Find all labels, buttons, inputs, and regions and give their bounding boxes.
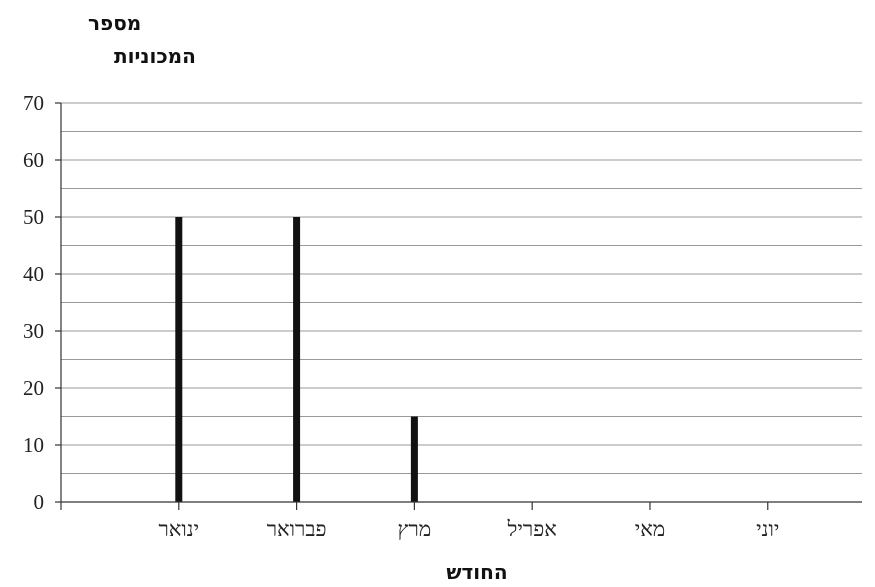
y-tick-label: 60 [23, 148, 44, 172]
bar-0 [175, 217, 183, 502]
bar-1 [293, 217, 301, 502]
x-tick-label: מרץ [398, 517, 432, 541]
y-tick-label: 50 [23, 205, 44, 229]
bar-2 [410, 416, 418, 502]
y-tick-label: 0 [34, 490, 45, 514]
y-tick-label: 30 [23, 319, 44, 343]
bars [175, 217, 418, 502]
y-axis-title-line-2: המכוניות [114, 44, 196, 68]
y-axis-title-line-1: מספר [88, 11, 141, 35]
y-tick-label: 40 [23, 262, 44, 286]
y-tick-label: 70 [23, 91, 44, 115]
x-tick-label: פברואר [267, 517, 327, 541]
x-tick-label: אפריל [507, 517, 557, 541]
y-tick-label: 10 [23, 433, 44, 457]
gridlines [61, 102, 862, 474]
x-tick-label: מאי [635, 517, 666, 541]
x-tick-label: יוני [756, 517, 779, 541]
x-tick-labels: ינואר פברואר מרץ אפריל מאי יוני [60, 502, 779, 541]
y-tick-label: 20 [23, 376, 44, 400]
x-axis-title: החודש [446, 560, 507, 584]
axes [60, 103, 862, 503]
x-tick-label: ינואר [158, 517, 199, 541]
y-tick-labels: 0 10 20 30 40 50 60 70 [23, 91, 61, 514]
